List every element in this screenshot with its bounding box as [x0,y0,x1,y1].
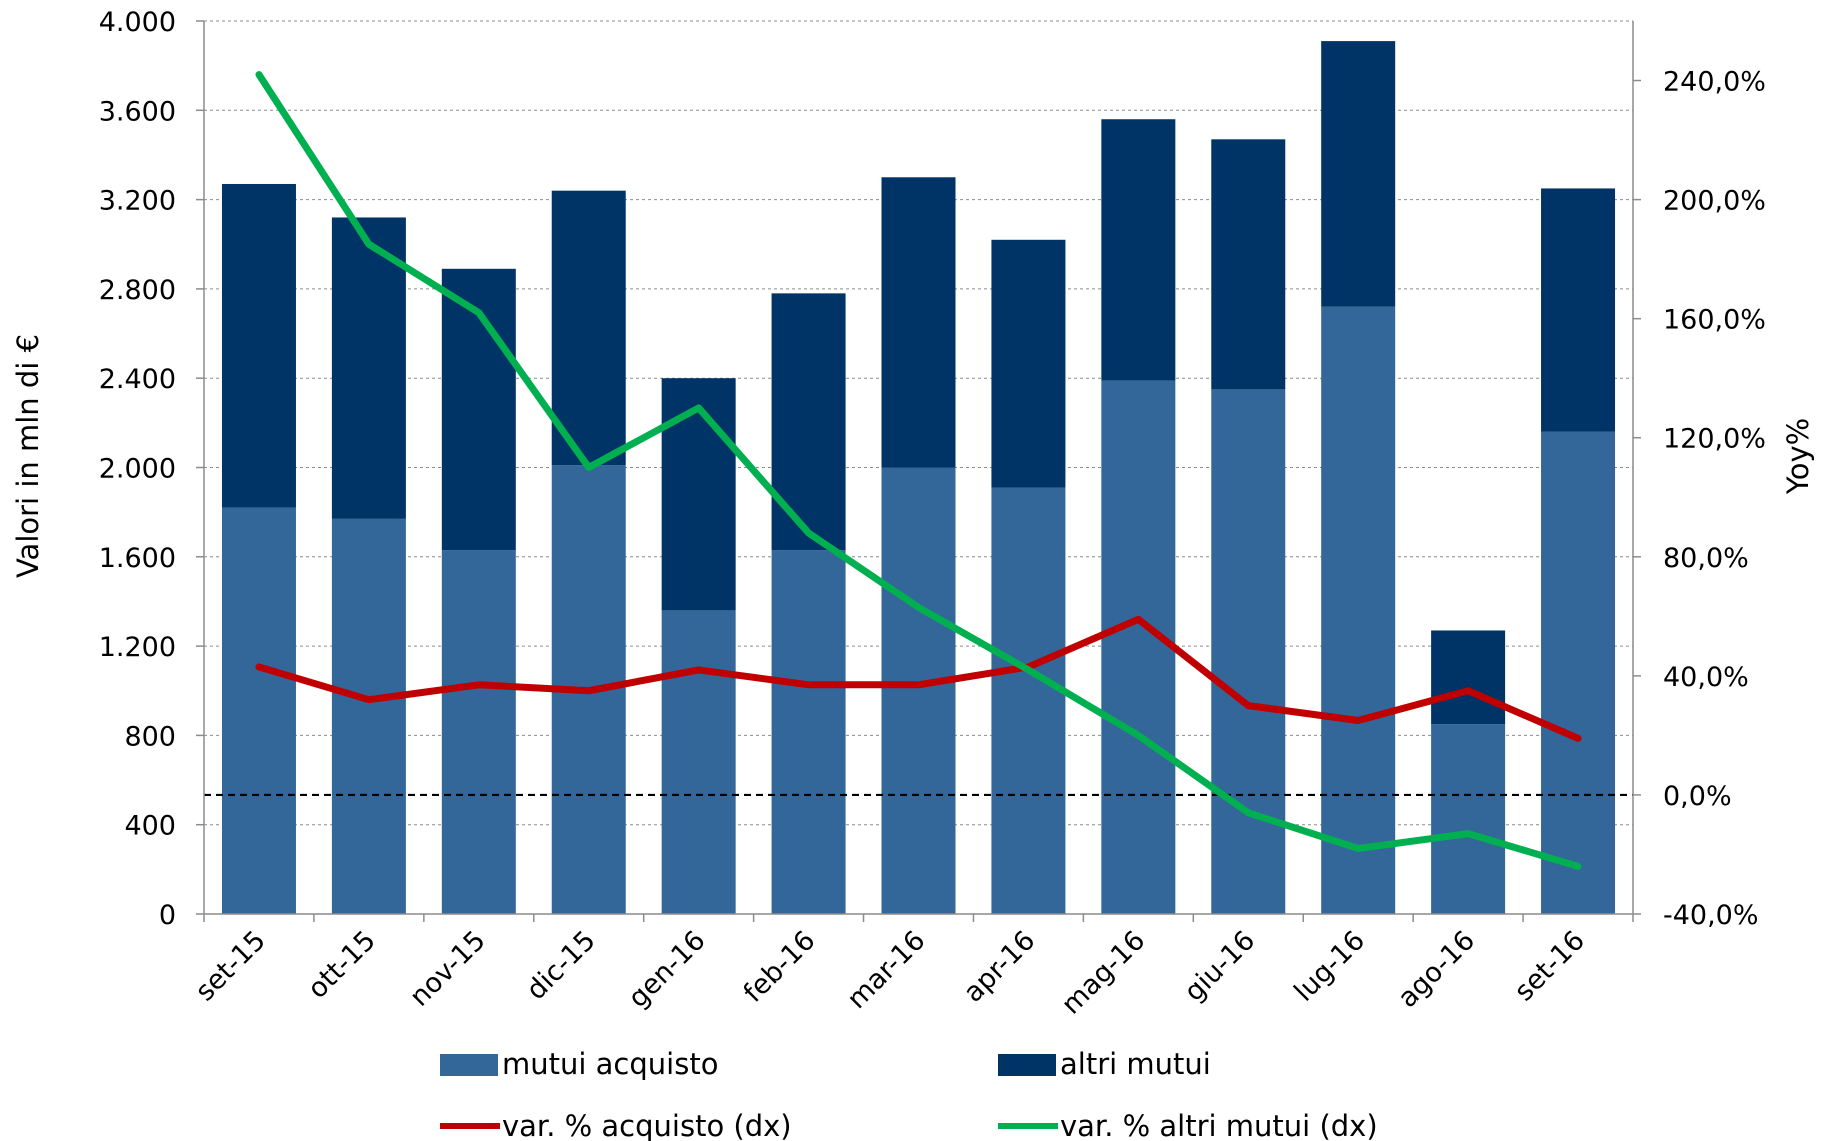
legend-label-mutui-acquisto: mutui acquisto [502,1047,718,1081]
bar-altri-mutui [1211,139,1286,390]
y2-tick-label: 0,0% [1663,781,1732,812]
y2-tick-label: 200,0% [1663,186,1766,217]
y2-tick-label: 120,0% [1663,424,1766,455]
x-tick-label: ago-16 [1392,925,1481,1014]
bar-altri-mutui [1321,41,1396,307]
axes [196,20,1641,922]
x-tick-label: giu-16 [1179,925,1262,1008]
legend-swatch-mutui-acquisto [440,1054,498,1076]
line-var-acquisto [255,615,1582,742]
y-tick-label: 3.200 [99,186,176,217]
bar-mutui-acquisto [441,550,516,914]
bar-altri-mutui [1101,119,1176,381]
legend-label-var-acquisto: var. % acquisto (dx) [502,1109,792,1141]
bar-mutui-acquisto [331,518,406,914]
x-tick-label: mag-16 [1056,925,1152,1021]
bar-altri-mutui [991,239,1066,488]
bar-altri-mutui [331,217,406,519]
bars [221,41,1616,914]
bar-altri-mutui [1431,630,1506,725]
x-tick-label: nov-15 [404,925,492,1013]
y2-tick-label: 40,0% [1663,662,1749,693]
y-tick-label: 2.000 [99,454,176,485]
bar-mutui-acquisto [221,507,296,914]
y-tick-label: 400 [124,811,176,842]
y-axis-title: Valori in mln di € [11,334,45,578]
x-tick-label: dic-15 [521,925,602,1006]
x-tick-label: feb-16 [738,925,822,1009]
legend-swatch-altri-mutui [998,1054,1056,1076]
legend-label-altri-mutui: altri mutui [1060,1047,1211,1081]
bar-mutui-acquisto [991,487,1066,914]
y2-tick-label: 80,0% [1663,543,1749,574]
y-tick-label: 2.800 [99,275,176,306]
bar-altri-mutui [221,183,296,508]
bar-mutui-acquisto [1541,431,1616,914]
x-tick-label: lug-16 [1289,925,1372,1008]
bar-altri-mutui [551,190,626,466]
x-tick-label: mar-16 [841,925,931,1015]
legend: mutui acquisto altri mutui var. % acquis… [440,1047,1378,1141]
y2-axis-title: Yoy% [1781,418,1815,495]
legend-item-mutui-acquisto: mutui acquisto [440,1047,718,1081]
y-tick-label: 1.200 [99,632,176,663]
series-lines [255,71,1582,870]
y-tick-label: 2.400 [99,364,176,395]
legend-item-altri-mutui: altri mutui [998,1047,1211,1081]
bar-altri-mutui [881,177,956,468]
bar-mutui-acquisto [1101,380,1176,914]
legend-item-var-altri-mutui: var. % altri mutui (dx) [998,1109,1378,1141]
bar-mutui-acquisto [1321,306,1396,914]
bar-mutui-acquisto [771,550,846,914]
y2-tick-label: 240,0% [1663,67,1766,98]
y2-tick-label: 160,0% [1663,305,1766,336]
x-tick-label: set-16 [1509,925,1591,1007]
y-tick-label: 0 [159,900,176,931]
bar-mutui-acquisto [881,467,956,914]
x-tick-label: set-15 [190,925,272,1007]
line-var-altri-mutui [255,71,1582,870]
bar-mutui-acquisto [1211,389,1286,914]
y2-tick-label: -40,0% [1663,900,1759,931]
bar-mutui-acquisto [1431,724,1506,914]
x-tick-label: ott-15 [302,925,382,1005]
bar-altri-mutui [661,378,736,611]
x-tick-label: gen-16 [623,925,712,1014]
x-tick-label: apr-16 [958,925,1042,1009]
bar-altri-mutui [1541,188,1616,432]
bar-mutui-acquisto [661,610,736,914]
legend-item-var-acquisto: var. % acquisto (dx) [440,1109,792,1141]
bar-altri-mutui [771,293,846,551]
y-tick-label: 4.000 [99,7,176,38]
y-tick-label: 3.600 [99,96,176,127]
y-tick-label: 1.600 [99,543,176,574]
legend-label-var-altri-mutui: var. % altri mutui (dx) [1060,1109,1378,1141]
y-tick-label: 800 [124,721,176,752]
